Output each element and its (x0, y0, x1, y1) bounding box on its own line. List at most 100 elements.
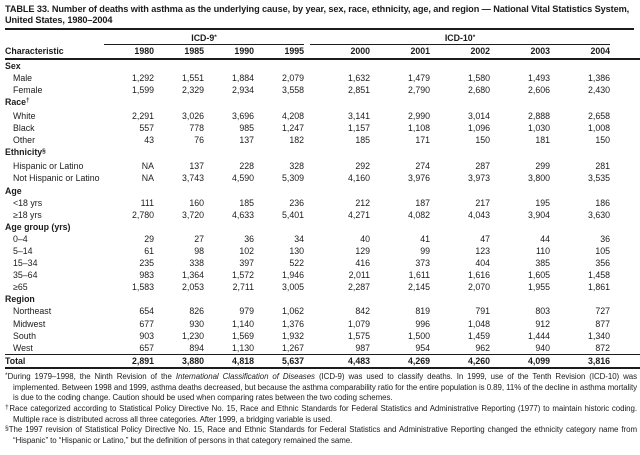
footnote-text-italic: International Classification of Diseases (175, 371, 315, 381)
cell-end-spacer (610, 72, 640, 84)
cell-gap (304, 353, 311, 369)
cell-value: 3,800 (528, 173, 551, 184)
footnote: §The 1997 revision of Statistical Policy… (5, 425, 637, 446)
cell-value: 1,955 (528, 282, 551, 293)
cell-value: 2,711 (232, 282, 254, 293)
cell-value: 3,014 (468, 110, 491, 121)
row-label: ≥65 (5, 281, 104, 293)
table-row: Northeast 654 826 979 1,062 842 819 791 803 727 (5, 305, 640, 317)
cell-value: 2,329 (181, 84, 204, 95)
cell-value: 1,386 (588, 72, 611, 83)
row-label-text: Ethnicity (5, 147, 43, 158)
cell-value: 1,247 (282, 123, 305, 134)
cell-value: 1,048 (468, 318, 491, 329)
cell-value: 2,851 (348, 84, 371, 95)
cell-value: 2,053 (181, 282, 204, 293)
cell-value: 2,934 (231, 84, 254, 95)
section-filler (104, 96, 640, 110)
cell-value: 274 (415, 161, 431, 172)
column-group-end-spacer (610, 30, 640, 45)
row-label: South (5, 330, 104, 342)
cell-value: 1,572 (231, 270, 254, 281)
year-header: 2004 (550, 44, 611, 60)
cell-value: 826 (189, 306, 204, 317)
cell-end-spacer (610, 197, 640, 209)
cell-end-spacer (610, 281, 640, 293)
cell-value: 105 (595, 246, 611, 256)
cell-end-spacer (610, 269, 640, 281)
table-row: Other 43 76 137 182 185 171 150 181 150 (5, 134, 640, 146)
cell-value: 187 (415, 197, 431, 208)
cell-value: 137 (239, 135, 254, 146)
row-label-text: Other (13, 135, 36, 146)
table-title: TABLE 33. Number of deaths with asthma a… (5, 4, 630, 25)
cell-value: 985 (239, 123, 254, 134)
cell-value: 5,637 (254, 353, 305, 369)
year-header: 2002 (430, 44, 491, 60)
cell-value: 1,079 (348, 318, 371, 329)
footnote-text: (ICD-9) was used to classify deaths. In … (13, 371, 638, 403)
cell-value: 778 (189, 123, 204, 134)
table-row: Black 557 778 985 1,247 1,157 1,108 1,096 1,030 1… (5, 122, 640, 134)
cell-value: 160 (189, 197, 204, 208)
cell-value: 903 (139, 330, 154, 341)
year-header: 1995 (254, 44, 305, 60)
row-label: Northeast (5, 305, 104, 317)
column-group-icd9-label: ICD-9 (191, 33, 215, 44)
cell-value: 1,008 (588, 123, 611, 134)
cell-value: 1,458 (588, 270, 611, 281)
cell-value: 236 (289, 197, 305, 208)
cell-value: 186 (595, 197, 611, 208)
cell-value: 2,658 (588, 110, 611, 121)
footnote: †Race categorized according to Statistic… (5, 404, 637, 425)
table-body: Sex Male 1,292 1,551 1,884 2,079 1,632 1,479 1,5… (5, 59, 640, 369)
cell-value: 2,790 (408, 84, 431, 95)
table-row: Age (5, 185, 640, 197)
table-row: Ethnicity§ (5, 146, 640, 160)
table-row: Age group (yrs) (5, 221, 640, 233)
cell-value: 4,160 (348, 173, 371, 184)
cell-value: 677 (139, 318, 154, 329)
cell-value: 235 (139, 258, 154, 269)
cell-value: 171 (415, 135, 431, 146)
row-label-text: White (13, 110, 36, 121)
column-group-icd10: ICD-10* (310, 29, 611, 46)
cell-value: 791 (475, 306, 491, 317)
row-label-text: Total (5, 355, 26, 366)
row-label: Male (5, 72, 104, 84)
cell-value: 76 (194, 135, 204, 146)
cell-value: 1,493 (528, 72, 551, 83)
cell-value: 1,267 (282, 342, 305, 353)
cell-value: 979 (239, 306, 254, 317)
cell-value: 47 (480, 233, 491, 244)
cell-value: 872 (595, 342, 611, 353)
row-label: ≥18 yrs (5, 209, 104, 221)
row-label-text: Hispanic or Latino (13, 161, 84, 172)
row-label-text: Age group (yrs) (5, 221, 71, 232)
cell-value: 819 (415, 306, 431, 317)
cell-value: NA (141, 161, 154, 172)
cell-value: 3,976 (408, 173, 431, 184)
cell-value: 654 (139, 306, 154, 317)
cell-end-spacer (610, 233, 640, 245)
cell-value: 2,079 (282, 72, 305, 83)
row-label-text: Not Hispanic or Latino (13, 173, 100, 184)
cell-value: 1,459 (468, 330, 491, 341)
cell-value: 195 (535, 197, 551, 208)
cell-value: 930 (189, 318, 204, 329)
cell-end-spacer (610, 84, 640, 96)
cell-value: 4,260 (430, 353, 491, 369)
column-group-spacer (5, 30, 104, 45)
cell-value: 1,130 (231, 342, 254, 353)
characteristic-header: Characteristic (5, 44, 104, 60)
cell-value: 328 (289, 161, 305, 172)
table-row: White 2,291 3,026 3,696 4,208 3,141 2,990 3,014… (5, 110, 640, 122)
table-row: ≥18 yrs 2,780 3,720 4,633 5,401 4,271 4,082 4,0… (5, 209, 640, 221)
section-filler (104, 185, 640, 197)
cell-value: 34 (294, 233, 305, 244)
cell-value: 102 (239, 246, 254, 256)
cell-end-spacer (610, 257, 640, 269)
cell-value: 3,720 (181, 209, 204, 220)
footnote-marker-asterisk: * (214, 33, 217, 41)
row-label-text: Female (13, 84, 43, 95)
